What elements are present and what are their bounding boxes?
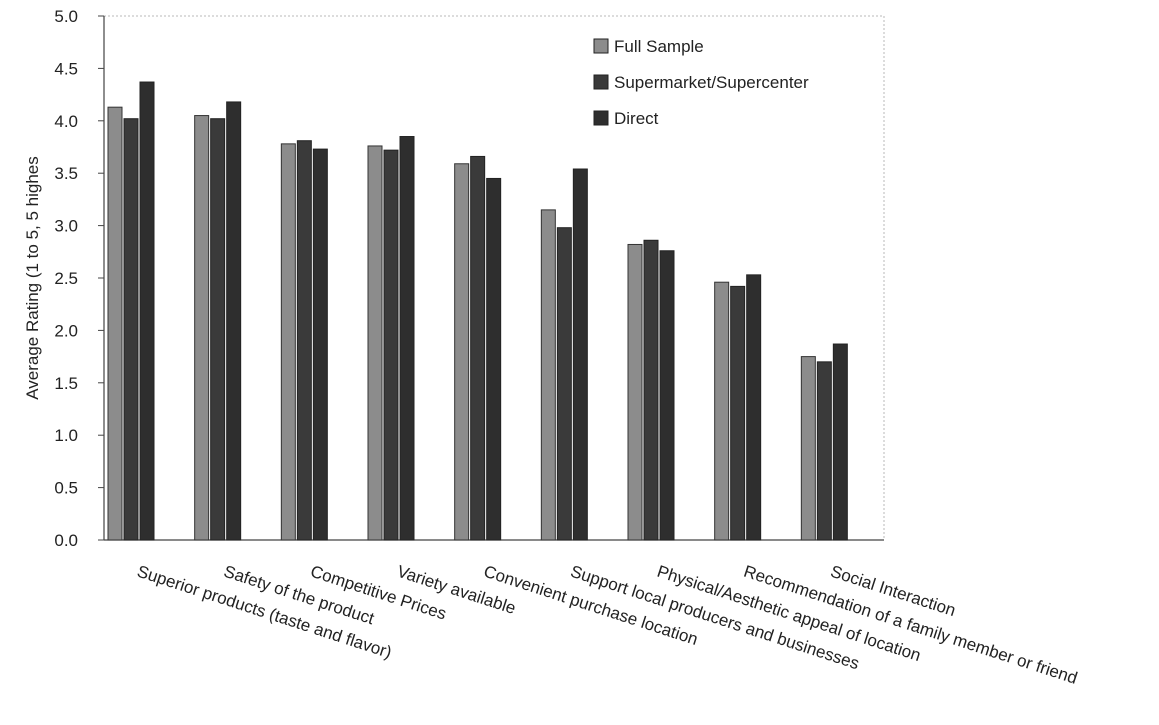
bar-full-sample (627, 243, 643, 541)
bar-direct (832, 343, 848, 541)
bar-supermarket (643, 239, 659, 541)
bar-supermarket (210, 118, 226, 541)
y-tick-label: 3.0 (54, 217, 78, 236)
bar-full-sample (800, 356, 816, 541)
bar-full-sample (367, 145, 383, 541)
bar-supermarket (123, 118, 139, 541)
bar-supermarket (296, 140, 312, 541)
y-tick-label: 0.0 (54, 531, 78, 550)
bar-supermarket (470, 155, 486, 541)
legend-label: Supermarket/Supercenter (614, 73, 809, 92)
legend-label: Full Sample (614, 37, 704, 56)
bar-full-sample (540, 209, 556, 541)
bar-full-sample (194, 115, 210, 541)
bar-direct (312, 148, 328, 541)
bar-direct (572, 168, 588, 541)
bar-direct (226, 101, 242, 541)
bar-supermarket (383, 149, 399, 541)
bar-direct (659, 250, 675, 541)
y-tick-label: 1.5 (54, 374, 78, 393)
legend-swatch (593, 110, 609, 126)
legend-label: Direct (614, 109, 659, 128)
bar-direct (139, 81, 155, 541)
y-tick-label: 5.0 (54, 7, 78, 26)
bar-supermarket (816, 361, 832, 541)
bar-direct (486, 177, 502, 541)
bar-supermarket (730, 285, 746, 541)
bar-direct (746, 274, 762, 541)
bar-full-sample (714, 281, 730, 541)
legend-swatch (593, 38, 609, 54)
y-tick-label: 4.5 (54, 59, 78, 78)
y-tick-label: 4.0 (54, 112, 78, 131)
legend-swatch (593, 74, 609, 90)
y-tick-label: 3.5 (54, 164, 78, 183)
y-tick-label: 0.5 (54, 479, 78, 498)
bar-full-sample (107, 106, 123, 541)
y-axis-title: Average Rating (1 to 5, 5 highes (23, 156, 42, 400)
x-category-label: Recommendation of a family member or fri… (741, 562, 1079, 688)
y-tick-label: 1.0 (54, 426, 78, 445)
y-tick-label: 2.0 (54, 321, 78, 340)
bar-full-sample (280, 143, 296, 541)
bar-full-sample (454, 163, 470, 541)
y-tick-label: 2.5 (54, 269, 78, 288)
bar-supermarket (556, 227, 572, 541)
bar-direct (399, 136, 415, 541)
